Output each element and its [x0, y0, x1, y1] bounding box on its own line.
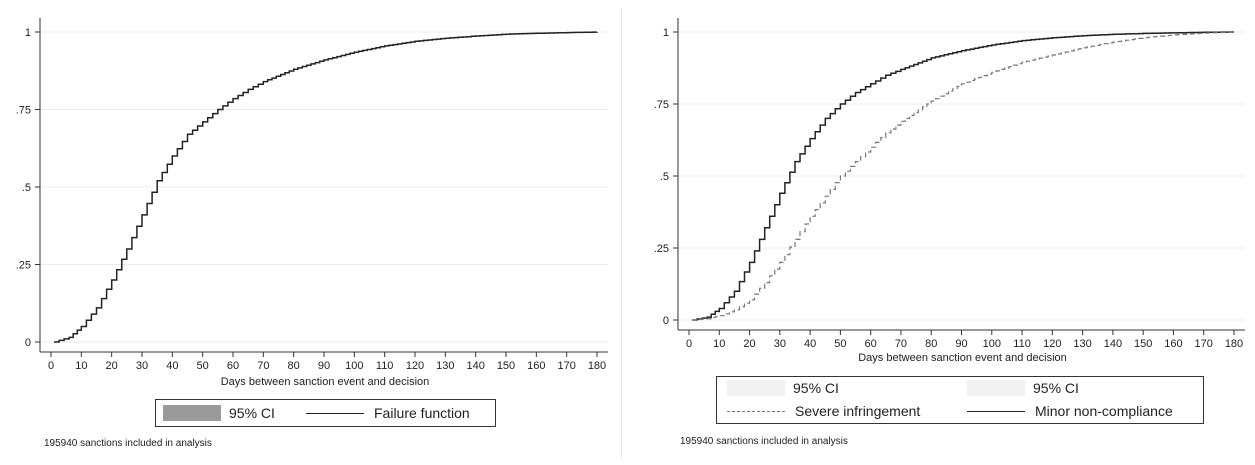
x-tick-label: 10: [713, 338, 725, 350]
x-tick-label: 110: [376, 360, 394, 372]
y-tick-label: .5: [22, 182, 31, 194]
x-tick-label: 130: [1073, 338, 1091, 350]
legend-item-minor: Minor non-compliance: [967, 403, 1173, 419]
x-tick-label: 60: [865, 338, 877, 350]
x-tick-label: 80: [925, 338, 937, 350]
legend-item-ci-severe: 95% CI: [727, 380, 839, 396]
x-tick-label: 140: [466, 360, 484, 372]
x-tick-label: 180: [588, 360, 606, 372]
y-tick-label: 0: [663, 315, 669, 327]
legend-label: 95% CI: [793, 380, 839, 396]
x-tick-label: 160: [1164, 338, 1182, 350]
x-tick-label: 20: [743, 338, 755, 350]
legend-label: Failure function: [374, 405, 470, 421]
legend-line-solid: [306, 412, 364, 414]
x-tick-label: 80: [288, 360, 300, 372]
series-line-failure-function: [54, 31, 598, 343]
legend-label: Minor non-compliance: [1035, 403, 1173, 419]
legend-line-dashed: [727, 410, 785, 412]
x-tick-label: 90: [955, 338, 967, 350]
x-tick-label: 50: [197, 360, 209, 372]
x-tick-label: 150: [497, 360, 515, 372]
chart-note: 195940 sanctions included in analysis: [44, 438, 212, 449]
x-tick-label: 120: [1043, 338, 1061, 350]
x-tick-label: 20: [106, 360, 118, 372]
chart-panel-left: 0.25.5.75 1 0 10 20 30 40 50 60 70 80 90 100 110 120 13…: [0, 0, 620, 465]
x-tick-label: 30: [136, 360, 148, 372]
x-tick-label: 120: [406, 360, 424, 372]
y-tick-label: 0: [25, 337, 31, 349]
legend-label: Severe infringement: [795, 403, 921, 419]
x-tick-label: 50: [834, 338, 846, 350]
x-tick-label: 100: [345, 360, 363, 372]
panel-divider: [621, 8, 622, 458]
x-tick-label: 140: [1104, 338, 1122, 350]
x-tick-label: 60: [227, 360, 239, 372]
x-tick-label: 170: [557, 360, 575, 372]
legend-item-failure: Failure function: [306, 405, 470, 421]
x-tick-label: 40: [804, 338, 816, 350]
x-tick-label: 150: [1134, 338, 1152, 350]
legend-line-solid: [967, 410, 1025, 412]
y-tick-label: .75: [16, 105, 31, 117]
legend-label: 95% CI: [1033, 380, 1079, 396]
legend-swatch-ci: [727, 380, 785, 396]
x-tick-label: 180: [1225, 338, 1243, 350]
legend-swatch-ci: [967, 380, 1025, 396]
x-axis-title: Days between sanction event and decision: [221, 376, 430, 388]
x-tick-label: 70: [895, 338, 907, 350]
legend-swatch-ci: [163, 405, 221, 421]
y-tick-label: .25: [16, 260, 31, 272]
x-tick-label: 110: [1013, 338, 1031, 350]
x-tick-label: 160: [527, 360, 545, 372]
y-tick-label: .25: [654, 243, 669, 255]
chart-panel-right: 0.25.5.75 1 0 10 20 30 40 50 60 70 80 90 100 110 120 13…: [626, 0, 1255, 465]
series-line-minor-non-compliance: [692, 31, 1234, 321]
x-tick-label: 70: [257, 360, 269, 372]
x-tick-label: 130: [436, 360, 454, 372]
chart-legend: 95% CI 95% CI Severe infringement Minor …: [716, 376, 1204, 424]
x-tick-label: 0: [686, 338, 692, 350]
legend-item-severe: Severe infringement: [727, 403, 920, 419]
x-tick-label: 170: [1195, 338, 1213, 350]
series-line-severe-infringement: [692, 31, 1235, 321]
chart-legend: 95% CI Failure function: [155, 399, 496, 427]
x-tick-label: 10: [75, 360, 87, 372]
x-tick-label: 90: [318, 360, 330, 372]
y-tick-label: .75: [654, 99, 669, 111]
x-tick-label: 30: [774, 338, 786, 350]
x-tick-label: 0: [48, 360, 54, 372]
x-axis-title: Days between sanction event and decision: [858, 352, 1067, 364]
y-tick-label: 1: [663, 27, 669, 39]
y-tick-label: 1: [25, 27, 31, 39]
x-tick-label: 100: [983, 338, 1001, 350]
legend-item-ci: 95% CI: [163, 405, 275, 421]
chart-note: 195940 sanctions included in analysis: [680, 436, 848, 447]
x-tick-label: 40: [166, 360, 178, 372]
legend-item-ci-minor: 95% CI: [967, 380, 1079, 396]
y-tick-label: .5: [660, 171, 669, 183]
legend-label: 95% CI: [229, 405, 275, 421]
